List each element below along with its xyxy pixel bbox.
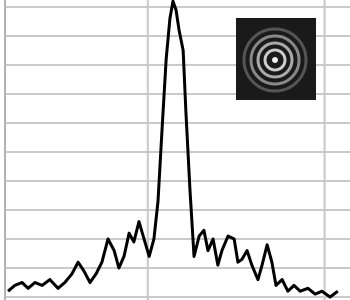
inset-image (236, 18, 316, 100)
chart (0, 0, 350, 300)
page: {"chart_data": {"type": "line", "color":… (0, 0, 350, 300)
center-spot (272, 57, 278, 63)
